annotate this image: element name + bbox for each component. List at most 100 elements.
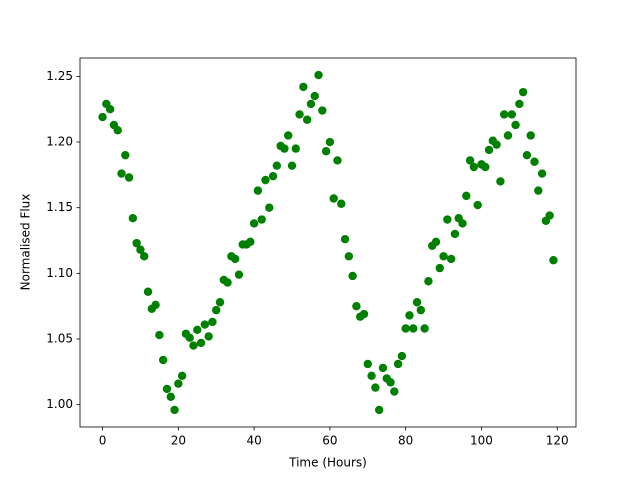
- point: [261, 175, 270, 185]
- point: [321, 147, 331, 156]
- point: [530, 157, 539, 166]
- point: [155, 330, 164, 340]
- axes-frame: [79, 57, 577, 428]
- y-tick-label: 1.05: [46, 332, 73, 346]
- point: [496, 177, 505, 186]
- point: [481, 162, 490, 172]
- point: [212, 305, 221, 315]
- point: [340, 235, 350, 244]
- point: [492, 140, 501, 149]
- point: [299, 82, 308, 92]
- point: [420, 324, 429, 333]
- point: [344, 252, 354, 261]
- point: [151, 300, 160, 310]
- point: [473, 200, 482, 210]
- point: [113, 126, 122, 135]
- point: [405, 311, 414, 320]
- point: [318, 106, 327, 115]
- point: [306, 99, 316, 109]
- point: [185, 333, 194, 342]
- point: [280, 144, 289, 153]
- point: [393, 359, 403, 369]
- point: [253, 186, 263, 195]
- point: [121, 150, 130, 160]
- point: [177, 371, 187, 380]
- point: [484, 145, 494, 155]
- point: [443, 215, 452, 224]
- point: [465, 156, 475, 165]
- point: [158, 355, 168, 365]
- point: [128, 214, 138, 223]
- point: [522, 150, 532, 160]
- point: [378, 363, 388, 373]
- y-tick-label: 1.20: [46, 135, 73, 149]
- point: [272, 161, 282, 170]
- point: [397, 351, 407, 361]
- point: [348, 271, 357, 281]
- y-tick-label: 1.10: [46, 266, 73, 280]
- point: [545, 211, 554, 220]
- point: [337, 199, 346, 208]
- point: [295, 110, 304, 119]
- point: [435, 263, 444, 273]
- x-tick-label: 60: [322, 434, 337, 448]
- point: [98, 112, 107, 122]
- point: [386, 378, 395, 387]
- point: [416, 305, 426, 315]
- y-tick-label: 1.25: [46, 69, 73, 83]
- point: [450, 229, 460, 239]
- point: [310, 91, 319, 101]
- point: [462, 191, 471, 201]
- point: [166, 392, 175, 401]
- point: [257, 215, 266, 224]
- point: [268, 171, 278, 181]
- point: [515, 99, 524, 109]
- point: [329, 194, 338, 203]
- x-tick-label: 100: [470, 434, 493, 448]
- point: [409, 324, 418, 333]
- point: [287, 161, 297, 170]
- point: [140, 252, 149, 261]
- point: [359, 309, 369, 319]
- point: [367, 371, 376, 380]
- point: [333, 156, 342, 165]
- point: [200, 320, 210, 329]
- x-tick-label: 20: [171, 434, 186, 448]
- point: [503, 131, 513, 140]
- point: [215, 298, 225, 307]
- point: [143, 287, 153, 296]
- point: [314, 70, 323, 80]
- point: [174, 379, 183, 388]
- point: [469, 162, 479, 172]
- point: [374, 405, 384, 415]
- point: [526, 131, 535, 140]
- point: [446, 254, 456, 264]
- point: [230, 254, 240, 264]
- point: [537, 169, 547, 178]
- point: [352, 301, 361, 311]
- point: [105, 105, 115, 114]
- point: [284, 131, 293, 140]
- x-tick-label: 0: [99, 434, 107, 448]
- point: [162, 384, 172, 394]
- point: [265, 203, 274, 212]
- point: [511, 120, 520, 130]
- point: [117, 169, 126, 178]
- point: [401, 324, 410, 333]
- y-axis-label: Normalised Flux: [19, 194, 33, 291]
- point: [549, 256, 558, 265]
- point: [189, 341, 198, 350]
- point: [499, 110, 509, 119]
- point: [208, 317, 217, 327]
- x-axis-label: Time (Hours): [288, 456, 367, 470]
- point: [458, 219, 467, 228]
- point: [291, 144, 300, 153]
- x-tick-label: 80: [398, 434, 413, 448]
- point: [136, 245, 145, 254]
- point: [507, 110, 516, 119]
- point: [363, 359, 372, 369]
- point: [132, 238, 141, 248]
- point: [534, 186, 543, 195]
- point: [246, 237, 255, 247]
